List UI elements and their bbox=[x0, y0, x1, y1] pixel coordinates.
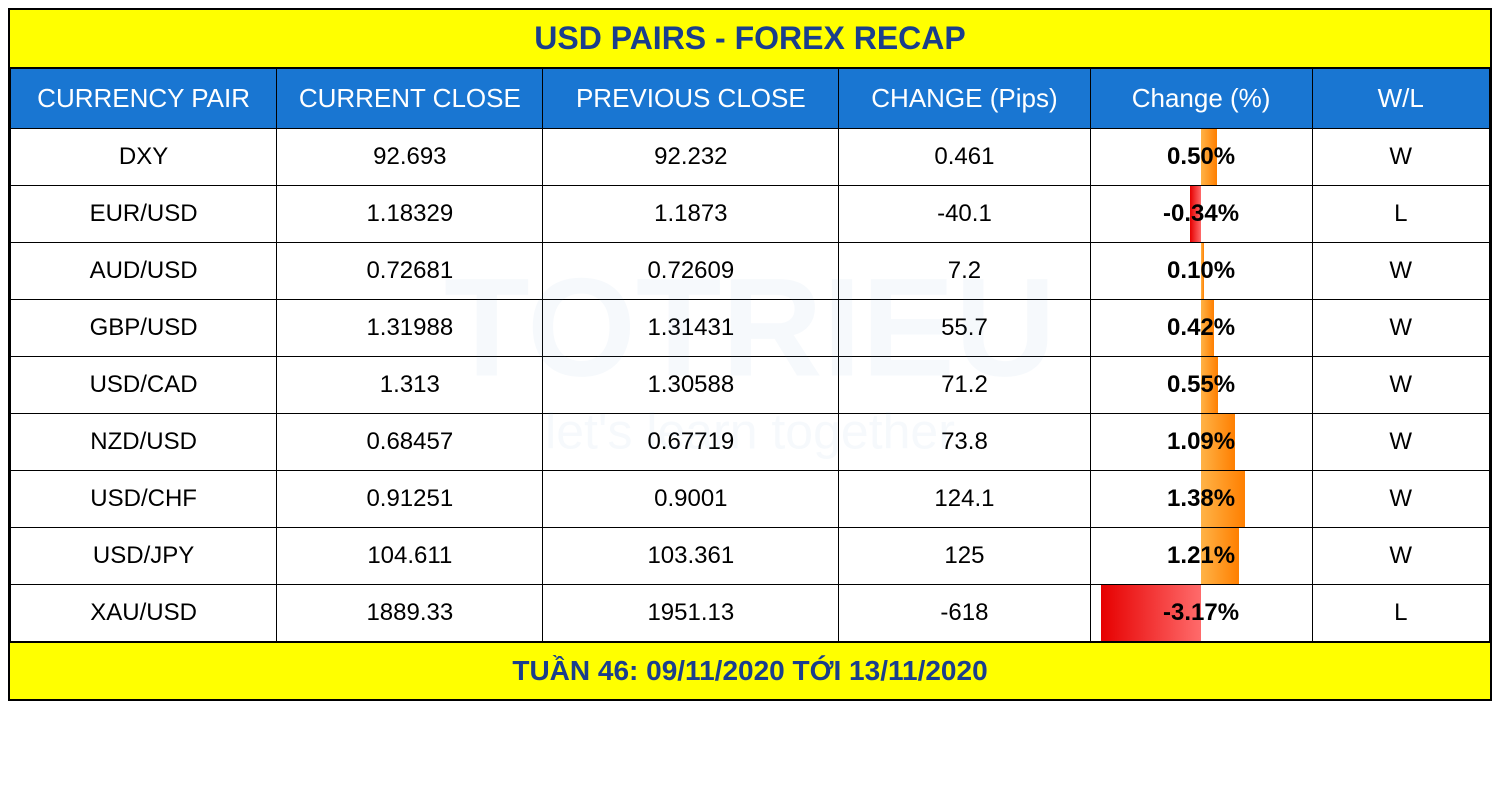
cell-wl: W bbox=[1312, 357, 1490, 414]
cell-change-pct: 1.21% bbox=[1090, 528, 1312, 585]
cell-current: 104.611 bbox=[277, 528, 543, 585]
table-row: DXY92.69392.2320.461 0.50% W bbox=[11, 129, 1490, 186]
cell-current: 1.31988 bbox=[277, 300, 543, 357]
cell-pips: 0.461 bbox=[839, 129, 1090, 186]
table-row: EUR/USD1.183291.1873-40.1 -0.34% L bbox=[11, 186, 1490, 243]
cell-pips: 124.1 bbox=[839, 471, 1090, 528]
cell-wl: L bbox=[1312, 585, 1490, 642]
change-pct-label: 0.42% bbox=[1167, 314, 1235, 341]
cell-wl: W bbox=[1312, 528, 1490, 585]
cell-pips: 73.8 bbox=[839, 414, 1090, 471]
col-header-pips: CHANGE (Pips) bbox=[839, 69, 1090, 129]
cell-current: 1.313 bbox=[277, 357, 543, 414]
cell-change-pct: 0.55% bbox=[1090, 357, 1312, 414]
cell-pair: AUD/USD bbox=[11, 243, 277, 300]
change-pct-label: 0.50% bbox=[1167, 143, 1235, 170]
table-row: XAU/USD1889.331951.13-618 -3.17% L bbox=[11, 585, 1490, 642]
cell-pips: -40.1 bbox=[839, 186, 1090, 243]
cell-pips: 125 bbox=[839, 528, 1090, 585]
cell-pips: -618 bbox=[839, 585, 1090, 642]
change-pct-label: -0.34% bbox=[1163, 200, 1239, 227]
cell-pair: USD/CHF bbox=[11, 471, 277, 528]
cell-previous: 1.30588 bbox=[543, 357, 839, 414]
cell-previous: 1951.13 bbox=[543, 585, 839, 642]
table-row: USD/JPY104.611103.361125 1.21% W bbox=[11, 528, 1490, 585]
table-body: DXY92.69392.2320.4610.50%WEUR/USD1.18329… bbox=[11, 129, 1490, 642]
cell-pips: 55.7 bbox=[839, 300, 1090, 357]
table-row: AUD/USD0.726810.726097.2 0.10% W bbox=[11, 243, 1490, 300]
forex-table-container: USD PAIRS - FOREX RECAP CURRENCY PAIR CU… bbox=[8, 8, 1492, 701]
cell-change-pct: -0.34% bbox=[1090, 186, 1312, 243]
change-pct-label: 0.55% bbox=[1167, 371, 1235, 398]
cell-wl: L bbox=[1312, 186, 1490, 243]
cell-pair: EUR/USD bbox=[11, 186, 277, 243]
cell-wl: W bbox=[1312, 471, 1490, 528]
cell-wl: W bbox=[1312, 414, 1490, 471]
cell-pips: 71.2 bbox=[839, 357, 1090, 414]
table-title: USD PAIRS - FOREX RECAP bbox=[10, 10, 1490, 68]
table-row: USD/CHF0.912510.9001124.1 1.38% W bbox=[11, 471, 1490, 528]
cell-current: 0.91251 bbox=[277, 471, 543, 528]
cell-wl: W bbox=[1312, 129, 1490, 186]
table-row: GBP/USD1.319881.3143155.7 0.42% W bbox=[11, 300, 1490, 357]
col-header-pct: Change (%) bbox=[1090, 69, 1312, 129]
col-header-pair: CURRENCY PAIR bbox=[11, 69, 277, 129]
change-pct-label: 1.38% bbox=[1167, 485, 1235, 512]
cell-change-pct: 0.10% bbox=[1090, 243, 1312, 300]
cell-pair: USD/CAD bbox=[11, 357, 277, 414]
table-header-row: CURRENCY PAIR CURRENT CLOSE PREVIOUS CLO… bbox=[11, 69, 1490, 129]
table-row: NZD/USD0.684570.6771973.8 1.09% W bbox=[11, 414, 1490, 471]
cell-change-pct: 1.09% bbox=[1090, 414, 1312, 471]
change-pct-label: 0.10% bbox=[1167, 257, 1235, 284]
cell-wl: W bbox=[1312, 300, 1490, 357]
col-header-previous: PREVIOUS CLOSE bbox=[543, 69, 839, 129]
change-pct-label: 1.09% bbox=[1167, 428, 1235, 455]
cell-previous: 92.232 bbox=[543, 129, 839, 186]
cell-pair: XAU/USD bbox=[11, 585, 277, 642]
cell-pair: NZD/USD bbox=[11, 414, 277, 471]
cell-previous: 0.67719 bbox=[543, 414, 839, 471]
col-header-current: CURRENT CLOSE bbox=[277, 69, 543, 129]
cell-current: 1.18329 bbox=[277, 186, 543, 243]
cell-pair: USD/JPY bbox=[11, 528, 277, 585]
cell-current: 1889.33 bbox=[277, 585, 543, 642]
forex-table: CURRENCY PAIR CURRENT CLOSE PREVIOUS CLO… bbox=[10, 68, 1490, 642]
cell-pair: GBP/USD bbox=[11, 300, 277, 357]
cell-pips: 7.2 bbox=[839, 243, 1090, 300]
cell-previous: 0.72609 bbox=[543, 243, 839, 300]
cell-current: 0.68457 bbox=[277, 414, 543, 471]
cell-pair: DXY bbox=[11, 129, 277, 186]
page-container: TOTRIEU let's learn together USD PAIRS -… bbox=[8, 8, 1492, 701]
cell-previous: 0.9001 bbox=[543, 471, 839, 528]
cell-change-pct: -3.17% bbox=[1090, 585, 1312, 642]
cell-wl: W bbox=[1312, 243, 1490, 300]
cell-change-pct: 1.38% bbox=[1090, 471, 1312, 528]
cell-previous: 1.1873 bbox=[543, 186, 839, 243]
cell-previous: 1.31431 bbox=[543, 300, 839, 357]
cell-current: 92.693 bbox=[277, 129, 543, 186]
cell-change-pct: 0.50% bbox=[1090, 129, 1312, 186]
table-footer: TUẦN 46: 09/11/2020 TỚI 13/11/2020 bbox=[10, 642, 1490, 699]
change-pct-label: 1.21% bbox=[1167, 542, 1235, 569]
table-row: USD/CAD1.3131.3058871.2 0.55% W bbox=[11, 357, 1490, 414]
cell-change-pct: 0.42% bbox=[1090, 300, 1312, 357]
col-header-wl: W/L bbox=[1312, 69, 1490, 129]
change-pct-label: -3.17% bbox=[1163, 599, 1239, 626]
cell-previous: 103.361 bbox=[543, 528, 839, 585]
cell-current: 0.72681 bbox=[277, 243, 543, 300]
